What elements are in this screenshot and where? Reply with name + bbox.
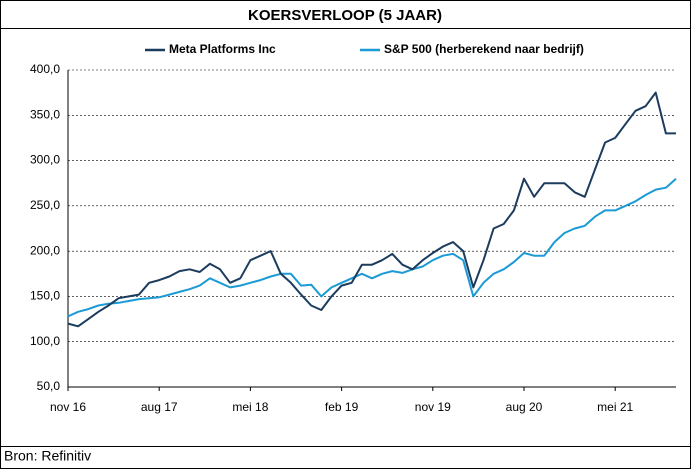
x-tick-label: nov 19 xyxy=(415,400,451,414)
source: Bron: Refinitiv xyxy=(4,448,91,464)
title-box xyxy=(0,0,691,29)
y-tick-label: 350,0 xyxy=(30,107,60,121)
y-tick-label: 250,0 xyxy=(30,198,60,212)
x-tick-label: mei 21 xyxy=(597,400,633,414)
y-tick-label: 200,0 xyxy=(30,243,60,257)
y-tick-label: 300,0 xyxy=(30,153,60,167)
x-tick-label: feb 19 xyxy=(325,400,359,414)
legend-label: Meta Platforms Inc xyxy=(169,42,276,56)
legend-label: S&P 500 (herberekend naar bedrijf) xyxy=(384,42,584,56)
chart-title: KOERSVERLOOP (5 JAAR) xyxy=(248,7,442,24)
y-tick-label: 400,0 xyxy=(30,62,60,76)
y-tick-label: 150,0 xyxy=(30,289,60,303)
x-tick-label: aug 17 xyxy=(141,400,178,414)
x-tick-label: mei 18 xyxy=(232,400,268,414)
y-tick-label: 100,0 xyxy=(30,334,60,348)
x-tick-label: aug 20 xyxy=(506,400,543,414)
series-line xyxy=(67,91,676,328)
y-tick-label: 50,0 xyxy=(37,379,61,393)
x-tick-label: nov 16 xyxy=(50,400,86,414)
series-line xyxy=(67,177,677,318)
